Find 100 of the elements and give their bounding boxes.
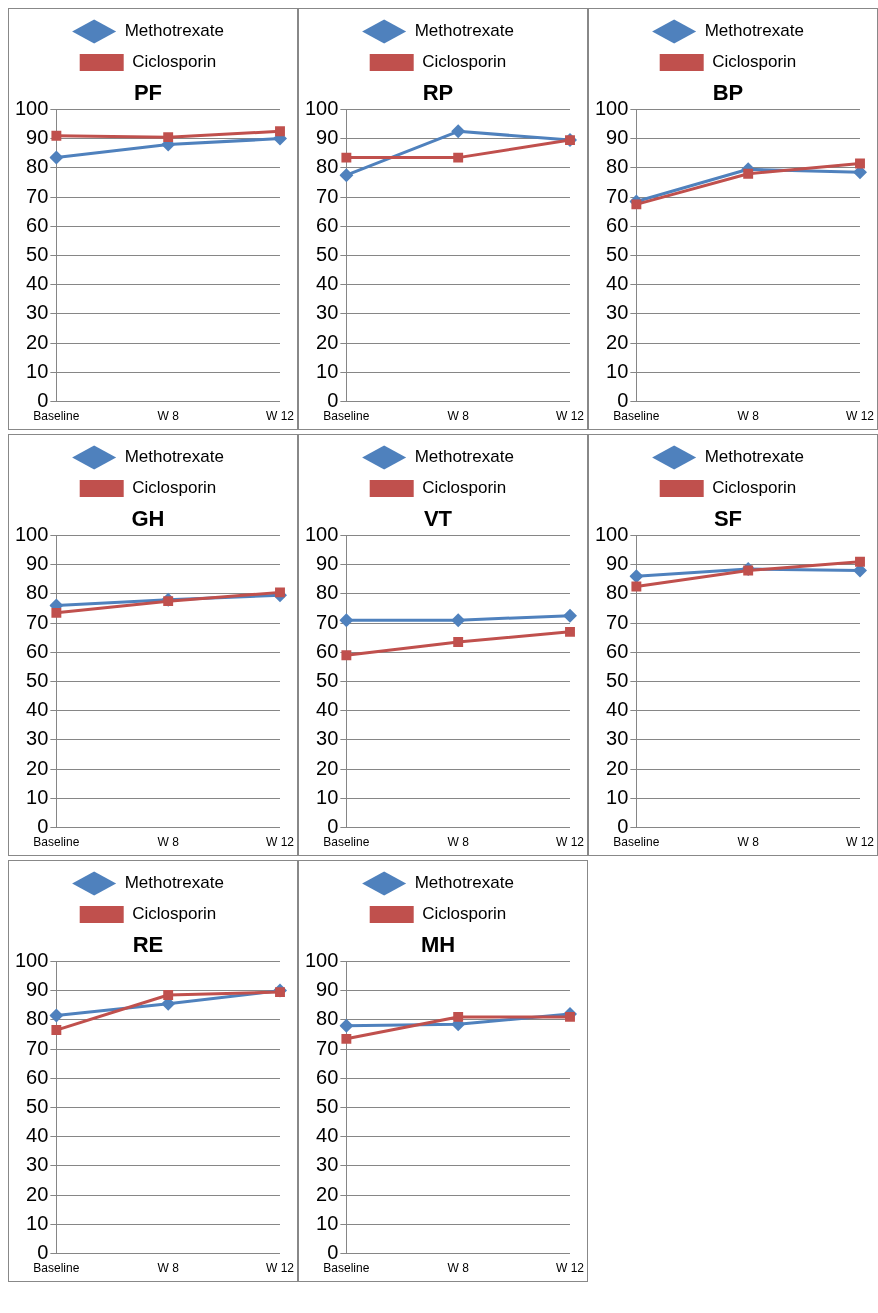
legend-label: Ciclosporin <box>422 904 507 924</box>
x-tick-label: Baseline <box>323 409 370 424</box>
chart-title: GH <box>131 506 165 532</box>
x-tick-label: W 12 <box>555 409 585 424</box>
x-tick-label: W 8 <box>447 1261 470 1276</box>
point <box>565 1011 575 1022</box>
x-tick-label: W 8 <box>447 409 470 424</box>
y-tick-label: 0 <box>37 1241 49 1264</box>
y-tick-label: 80 <box>26 581 49 604</box>
y-tick-label: 50 <box>316 669 339 692</box>
legend-label: Ciclosporin <box>712 478 797 498</box>
x-tick-label: W 8 <box>157 409 180 424</box>
y-tick-label: 40 <box>26 272 49 295</box>
chart-title: PF <box>133 80 163 106</box>
y-tick-label: 80 <box>606 581 629 604</box>
y-tick-label: 0 <box>37 815 49 838</box>
y-tick-label: 80 <box>316 1007 339 1030</box>
y-tick-label: 80 <box>316 581 339 604</box>
y-tick-label: 100 <box>14 948 49 971</box>
point <box>163 132 174 143</box>
x-tick-label: W 12 <box>265 409 295 424</box>
x-tick-label: W 12 <box>845 409 875 424</box>
y-tick-label: 10 <box>316 1211 339 1234</box>
y-tick-label: 70 <box>316 184 339 207</box>
y-tick-label: 50 <box>26 1095 49 1118</box>
point <box>339 168 354 183</box>
y-tick-label: 20 <box>26 330 49 353</box>
y-tick-label: 50 <box>316 243 339 266</box>
y-tick-label: 60 <box>26 213 49 236</box>
y-tick-label: 90 <box>606 552 629 575</box>
x-tick-label: Baseline <box>33 409 80 424</box>
y-tick-label: 10 <box>26 785 49 808</box>
y-tick-label: 60 <box>316 1065 339 1088</box>
point <box>451 124 466 139</box>
y-tick-label: 100 <box>304 948 339 971</box>
y-tick-label: 40 <box>26 698 49 721</box>
point <box>855 556 865 567</box>
y-tick-label: 30 <box>316 301 339 324</box>
point <box>49 150 64 165</box>
y-tick-label: 10 <box>316 359 339 382</box>
y-tick-label: 60 <box>26 1065 49 1088</box>
y-tick-label: 20 <box>606 756 629 779</box>
y-tick-label: 70 <box>26 184 49 207</box>
legend-label: Methotrexate <box>124 21 224 41</box>
chart-title: MH <box>420 932 456 958</box>
x-tick-label: Baseline <box>323 835 370 850</box>
y-tick-label: 70 <box>26 1036 49 1059</box>
y-tick-label: 90 <box>26 552 49 575</box>
x-tick-label: Baseline <box>613 835 660 850</box>
y-tick-label: 30 <box>26 727 49 750</box>
y-tick-label: 40 <box>316 698 339 721</box>
y-tick-label: 70 <box>316 1036 339 1059</box>
y-tick-label: 90 <box>26 978 49 1001</box>
point <box>339 613 354 628</box>
y-tick-label: 20 <box>316 756 339 779</box>
y-tick-label: 60 <box>316 213 339 236</box>
point <box>51 607 62 618</box>
y-tick-label: 30 <box>316 1153 339 1176</box>
chart-title: RP <box>422 80 454 106</box>
x-tick-label: Baseline <box>613 409 660 424</box>
y-tick-label: 80 <box>606 155 629 178</box>
y-tick-label: 90 <box>316 552 339 575</box>
y-tick-label: 30 <box>26 1153 49 1176</box>
x-tick-label: Baseline <box>33 835 80 850</box>
y-tick-label: 20 <box>316 1182 339 1205</box>
x-tick-label: Baseline <box>33 1261 80 1276</box>
y-tick-label: 30 <box>316 727 339 750</box>
x-tick-label: W 12 <box>265 835 295 850</box>
y-tick-label: 60 <box>26 639 49 662</box>
y-tick-label: 30 <box>606 727 629 750</box>
y-tick-label: 0 <box>327 389 339 412</box>
y-tick-label: 70 <box>316 610 339 633</box>
y-tick-label: 100 <box>304 522 339 545</box>
y-tick-label: 90 <box>26 126 49 149</box>
y-tick-label: 50 <box>26 243 49 266</box>
y-tick-label: 40 <box>316 1124 339 1147</box>
y-tick-label: 30 <box>606 301 629 324</box>
legend-label: Ciclosporin <box>422 478 507 498</box>
point <box>451 613 466 628</box>
y-tick-label: 100 <box>594 96 629 119</box>
legend-label: Methotrexate <box>124 447 224 467</box>
y-tick-label: 40 <box>316 272 339 295</box>
y-tick-label: 0 <box>327 1241 339 1264</box>
point <box>163 990 174 1000</box>
y-tick-label: 50 <box>26 669 49 692</box>
legend-label: Ciclosporin <box>712 52 797 72</box>
y-tick-label: 50 <box>316 1095 339 1118</box>
point <box>275 987 285 998</box>
point <box>163 596 174 607</box>
x-tick-label: W 8 <box>737 835 760 850</box>
y-tick-label: 100 <box>14 96 49 119</box>
y-tick-label: 0 <box>37 389 49 412</box>
y-tick-label: 20 <box>26 1182 49 1205</box>
x-tick-label: W 8 <box>157 1261 180 1276</box>
y-tick-label: 40 <box>606 698 629 721</box>
y-tick-label: 100 <box>304 96 339 119</box>
point <box>453 637 464 647</box>
y-tick-label: 100 <box>594 522 629 545</box>
point <box>275 126 285 137</box>
chart-title: RE <box>132 932 164 958</box>
